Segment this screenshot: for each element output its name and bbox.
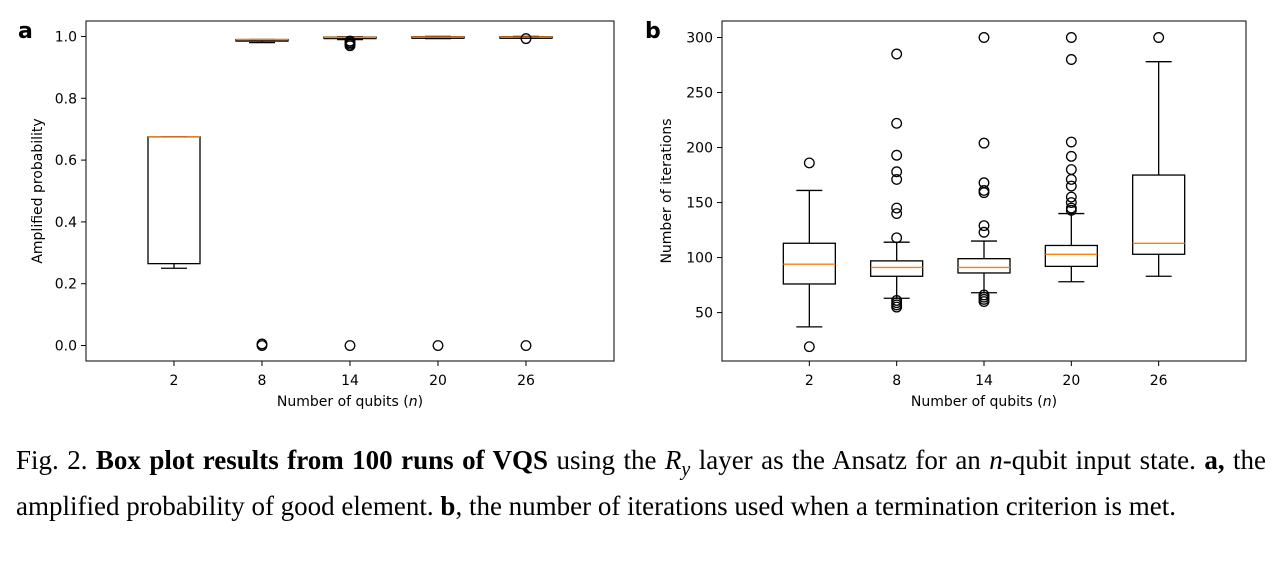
caption-r-symbol: R: [664, 445, 682, 475]
figure-caption: Fig. 2. Box plot results from 100 runs o…: [16, 442, 1266, 525]
figure: a 0.0 0.2 0.4 0.6 0.8 1.0 2 8 14 20 26 Number of qub…: [18, 19, 1247, 410]
caption-a-label: a,: [1204, 445, 1225, 475]
outlier-point: [520, 340, 532, 351]
box-iqr: [1132, 174, 1186, 255]
outlier-point: [891, 232, 903, 244]
panel-label: b: [645, 19, 661, 44]
outlier-point: [1065, 202, 1077, 214]
outlier-point: [1065, 191, 1077, 203]
x-tick-label: 2: [805, 373, 814, 389]
outlier-point: [891, 117, 903, 129]
x-tick-label: 26: [1150, 373, 1168, 389]
outlier-point: [256, 338, 268, 350]
outlier-point: [978, 226, 990, 238]
y-tick-label: 250: [686, 86, 713, 102]
y-axis-label: Amplified probability: [30, 118, 46, 263]
caption-n-variable: n: [989, 445, 1003, 475]
box-iqr: [957, 258, 1011, 274]
y-tick-label: 200: [686, 141, 713, 157]
outlier-point: [803, 157, 815, 169]
y-tick-label: 0.0: [55, 339, 77, 355]
outlier-point: [803, 341, 815, 353]
y-tick-label: 150: [686, 196, 713, 212]
y-tick-label: 0.6: [55, 153, 77, 169]
outlier-point: [432, 340, 444, 351]
outlier-point: [344, 340, 356, 351]
caption-r-subscript: y: [681, 458, 691, 481]
x-tick-label: 8: [892, 373, 901, 389]
outlier-point: [978, 137, 990, 149]
outlier-point: [978, 177, 990, 189]
x-tick-label: 26: [517, 373, 535, 389]
x-tick-label: 2: [170, 373, 179, 389]
outlier-point: [978, 187, 990, 199]
outlier-point: [891, 48, 903, 60]
box-iqr: [1044, 244, 1098, 268]
plot-frame: [85, 20, 615, 362]
caption-title: Box plot results from 100 runs of VQS: [95, 445, 549, 475]
box-iqr: [870, 260, 924, 277]
x-axis-label: Number of qubits (n): [277, 394, 423, 410]
caption-text-2: layer as the Ansatz for an: [690, 445, 990, 475]
x-tick-label: 8: [258, 373, 267, 389]
y-tick-label: 0.2: [55, 277, 77, 293]
y-tick-label: 1.0: [55, 29, 77, 45]
outlier-point: [978, 220, 990, 232]
box-iqr: [147, 136, 201, 265]
panel-a: a 0.0 0.2 0.4 0.6 0.8 1.0 2 8 14 20 26 Number of qub…: [18, 19, 615, 410]
y-tick-label: 50: [695, 306, 713, 322]
plot-frame: [721, 20, 1247, 362]
x-tick-label: 20: [1062, 373, 1080, 389]
caption-text-1: using the: [548, 445, 665, 475]
outlier-point: [1153, 32, 1165, 43]
outlier-point: [891, 166, 903, 178]
outlier-point: [891, 149, 903, 161]
y-axis-label: Number of iterations: [659, 118, 675, 263]
y-tick-label: 0.8: [55, 91, 77, 107]
y-tick-label: 0.4: [55, 215, 77, 231]
x-tick-label: 14: [341, 373, 359, 389]
outlier-point: [978, 32, 990, 43]
x-tick-label: 14: [975, 373, 993, 389]
caption-text-3: -qubit input state.: [1002, 445, 1205, 475]
outlier-point: [1065, 164, 1077, 175]
caption-fig-number: Fig. 2.: [16, 445, 96, 475]
outlier-point: [1065, 54, 1077, 65]
caption-text-5: , the number of iterations used when a t…: [455, 491, 1176, 522]
outlier-point: [344, 35, 356, 47]
outlier-point: [891, 202, 903, 214]
caption-b-label: b: [440, 491, 456, 522]
outlier-point: [520, 33, 532, 45]
outlier-point: [1065, 150, 1077, 162]
outlier-point: [1065, 32, 1077, 43]
outlier-point: [1065, 173, 1077, 185]
outlier-point: [1065, 136, 1077, 148]
outlier-point: [1065, 197, 1077, 209]
x-tick-label: 20: [429, 373, 447, 389]
outlier-point: [891, 295, 903, 306]
outlier-point: [891, 173, 903, 185]
x-axis-label: Number of qubits (n): [911, 394, 1057, 410]
outlier-point: [1065, 180, 1077, 192]
y-tick-label: 100: [686, 251, 713, 267]
panel-label: a: [18, 19, 33, 44]
panel-b: b 50 100 150 200 250 300 2 8 14 20 26 Number of qubi…: [645, 19, 1247, 410]
caption-text-4: the amplified probability of good elemen…: [16, 445, 1266, 522]
y-tick-label: 300: [686, 31, 713, 47]
outlier-point: [978, 184, 990, 196]
outlier-point: [978, 289, 990, 301]
outlier-point: [891, 208, 903, 220]
